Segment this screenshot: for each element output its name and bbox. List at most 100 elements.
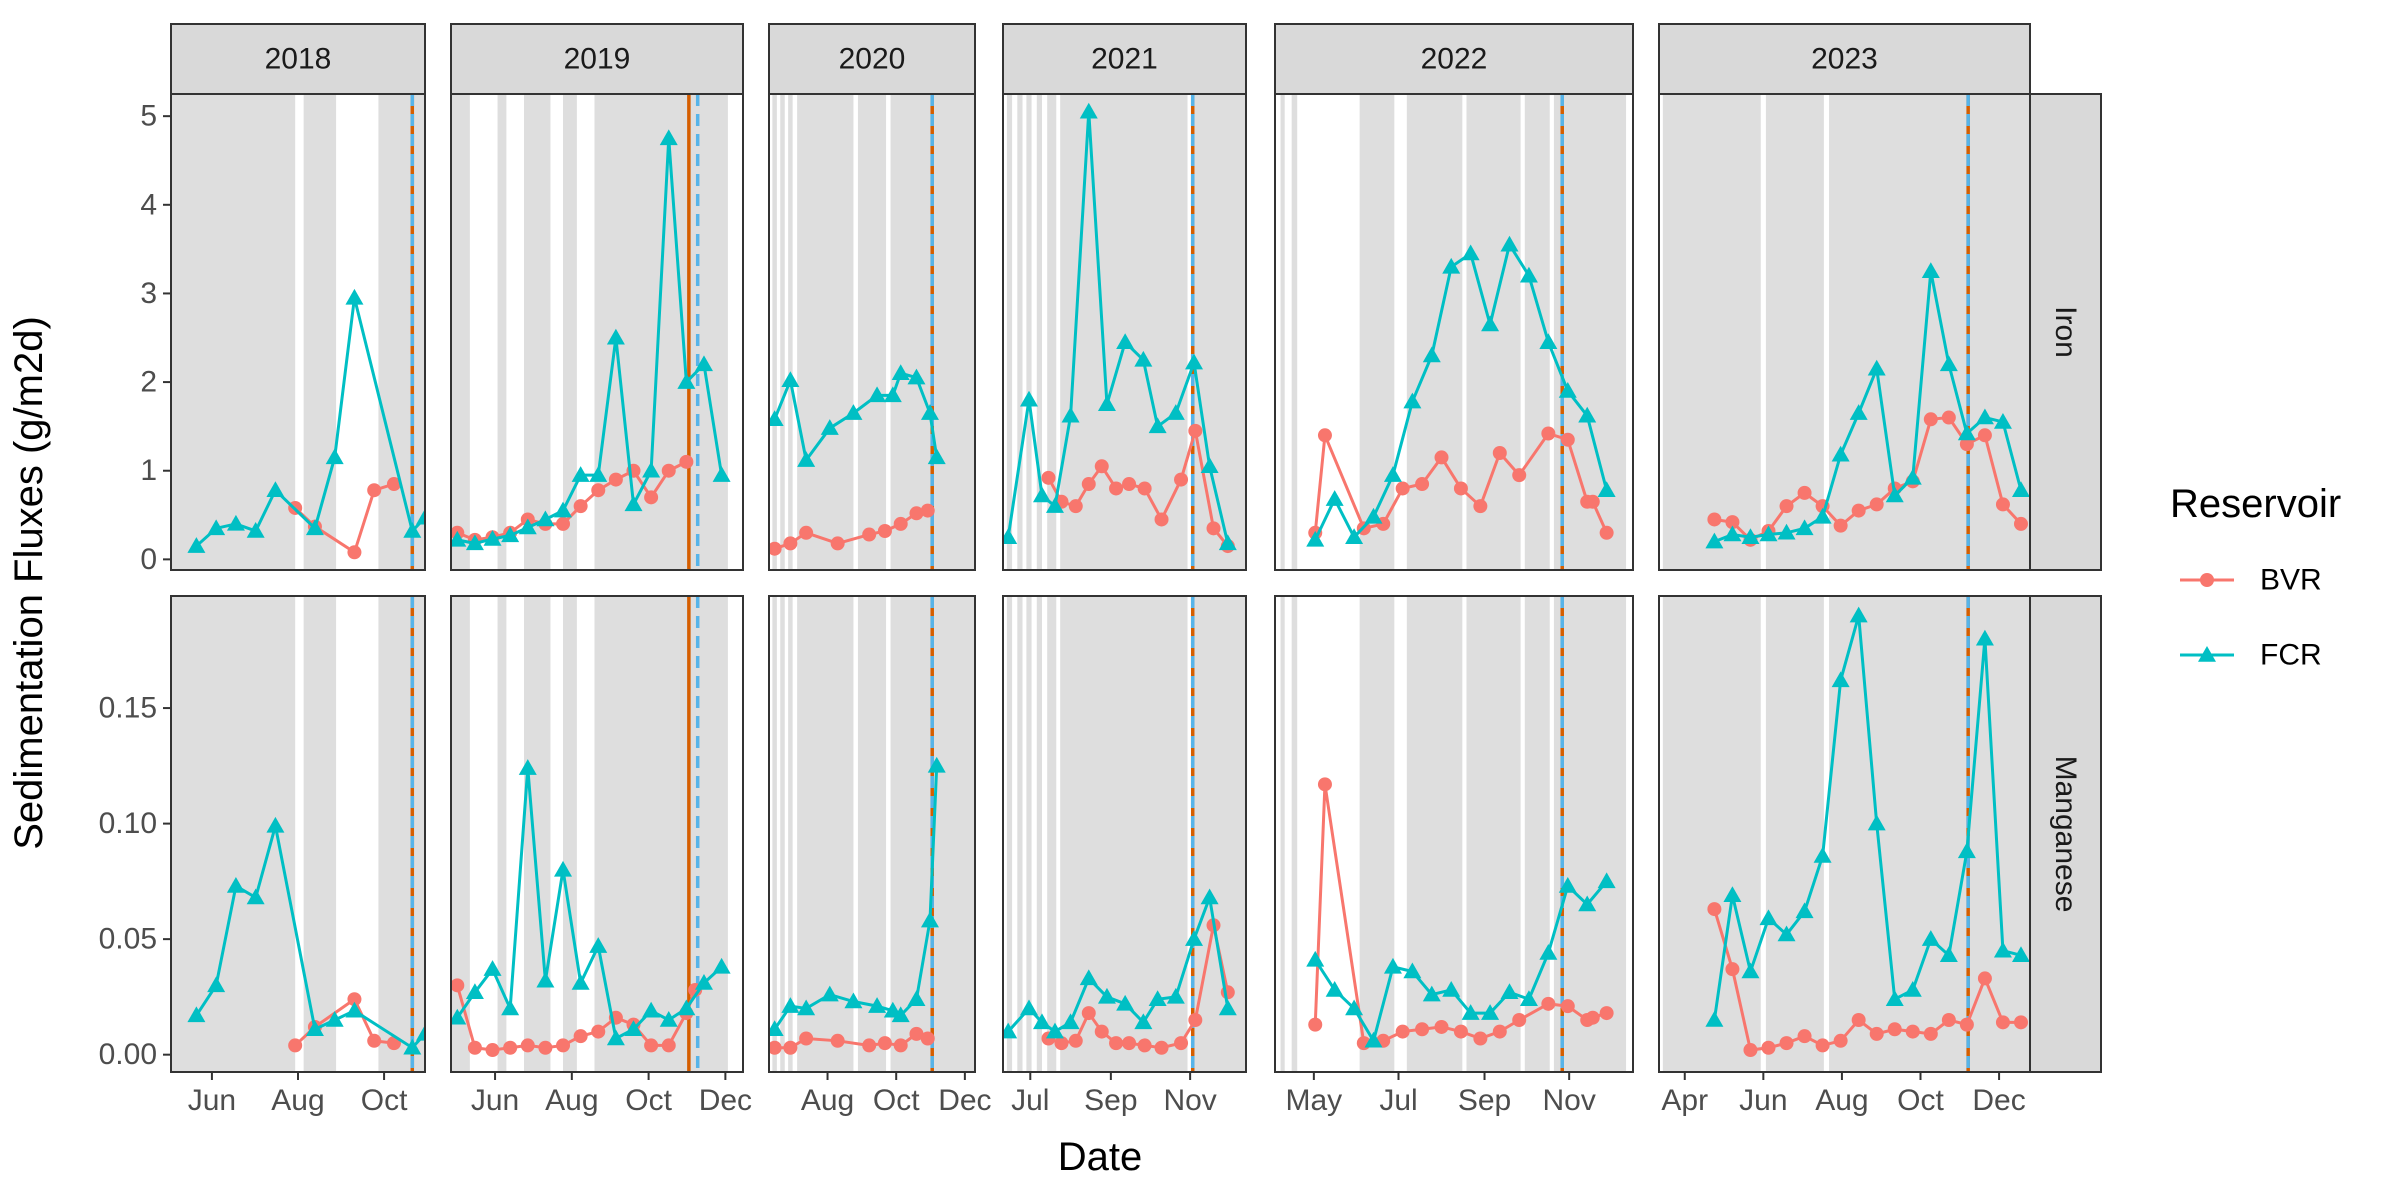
panel-2021-manganese: Jul Sep Nov xyxy=(1002,595,1247,1117)
data-point-fcr xyxy=(868,997,887,1013)
data-point-bvr xyxy=(1977,428,1992,443)
data-point-fcr xyxy=(1148,417,1167,434)
data-point-fcr xyxy=(883,386,902,403)
data-point-bvr xyxy=(1492,445,1507,460)
data-point-bvr xyxy=(1308,1017,1323,1032)
data-point-bvr xyxy=(2013,516,2028,531)
data-point-fcr xyxy=(1422,346,1441,363)
data-point-bvr xyxy=(679,454,694,469)
shaded-period xyxy=(524,94,551,570)
shaded-period xyxy=(1466,596,1521,1072)
data-point-bvr xyxy=(1833,518,1848,533)
x-tick-label: Aug xyxy=(271,1084,324,1117)
data-point-bvr xyxy=(485,1043,500,1058)
data-point-bvr xyxy=(1395,481,1410,496)
panel-content xyxy=(1003,596,1246,1072)
data-point-bvr xyxy=(862,527,877,542)
data-point-fcr xyxy=(1481,315,1500,332)
data-point-bvr xyxy=(1995,1015,2010,1030)
data-point-fcr xyxy=(1867,359,1886,376)
data-point-bvr xyxy=(1923,412,1938,427)
data-point-bvr xyxy=(1585,1010,1600,1025)
data-point-fcr xyxy=(1003,528,1018,544)
data-point-bvr xyxy=(877,523,892,538)
data-point-bvr xyxy=(1599,525,1614,540)
data-point-fcr xyxy=(1849,606,1868,623)
data-point-fcr xyxy=(246,888,265,905)
row-strip-label: Manganese xyxy=(2049,756,2082,913)
data-point-fcr xyxy=(1993,412,2012,429)
data-point-fcr xyxy=(1975,629,1994,646)
y-tick-label: 2 xyxy=(140,366,157,399)
data-point-fcr xyxy=(1422,985,1441,1002)
data-point-bvr xyxy=(783,1040,798,1055)
data-point-fcr xyxy=(1461,244,1480,261)
data-point-bvr xyxy=(520,1038,535,1053)
data-point-fcr xyxy=(844,404,863,420)
data-point-bvr xyxy=(1154,512,1169,527)
shaded-period xyxy=(772,94,777,570)
data-point-bvr xyxy=(367,1033,382,1048)
facet-strip-2018: 2018 xyxy=(170,23,426,95)
data-point-fcr xyxy=(1079,102,1098,119)
panel-2020-iron xyxy=(768,93,976,571)
panel-2018-iron: 0 1 2 3 4 5 xyxy=(140,93,426,576)
data-point-fcr xyxy=(606,1029,625,1046)
data-point-bvr xyxy=(347,992,362,1007)
shaded-period xyxy=(378,596,425,1072)
y-tick-label: 0.00 xyxy=(99,1038,157,1071)
shaded-period xyxy=(797,596,854,1072)
data-point-fcr xyxy=(1061,406,1080,423)
data-point-bvr xyxy=(909,1026,924,1041)
shaded-period xyxy=(1829,94,2030,570)
series-line-fcr xyxy=(456,768,723,1041)
x-tick-label: Aug xyxy=(545,1084,598,1117)
legend-title: Reservoir xyxy=(2170,482,2341,526)
data-point-bvr xyxy=(1054,1036,1069,1051)
data-point-bvr xyxy=(1473,499,1488,514)
x-tick-label: Jun xyxy=(188,1084,236,1117)
data-point-bvr xyxy=(1959,1017,1974,1032)
facet-strip-label: 2019 xyxy=(564,43,631,76)
shaded-period xyxy=(497,596,507,1072)
x-tick-label: Oct xyxy=(625,1084,672,1117)
data-point-fcr xyxy=(891,1006,910,1023)
data-point-bvr xyxy=(1833,1033,1848,1048)
data-point-bvr xyxy=(1541,426,1556,441)
data-point-bvr xyxy=(503,1040,518,1055)
data-point-fcr xyxy=(589,937,608,953)
data-point-fcr xyxy=(187,537,206,553)
data-point-bvr xyxy=(1068,499,1083,514)
panel-border xyxy=(1002,93,1247,571)
legend-key-marker xyxy=(2200,573,2214,587)
data-point-fcr xyxy=(1166,404,1185,420)
data-point-bvr xyxy=(1317,428,1332,443)
data-point-fcr xyxy=(2011,946,2030,963)
data-point-fcr xyxy=(187,1006,206,1023)
data-point-fcr xyxy=(1218,534,1237,551)
data-point-bvr xyxy=(830,536,845,551)
data-point-fcr xyxy=(518,518,537,535)
data-point-fcr xyxy=(1957,842,1976,859)
row-strip-manganese: Manganese xyxy=(2029,595,2102,1073)
data-point-fcr xyxy=(266,816,285,833)
shaded-period xyxy=(1553,596,1627,1072)
data-point-bvr xyxy=(769,1040,782,1055)
data-point-fcr xyxy=(1578,406,1597,423)
data-point-fcr xyxy=(571,974,590,990)
shaded-period xyxy=(797,94,854,570)
data-point-bvr xyxy=(1206,521,1221,536)
data-point-fcr xyxy=(781,997,800,1013)
shaded-period xyxy=(788,596,793,1072)
row-strip-iron: Iron xyxy=(2029,93,2102,571)
data-point-bvr xyxy=(1512,1013,1527,1028)
data-point-fcr xyxy=(844,992,863,1009)
data-point-fcr xyxy=(325,1011,344,1027)
panel-border xyxy=(768,93,976,571)
data-point-bvr xyxy=(1941,410,1956,425)
data-point-fcr xyxy=(1116,994,1135,1011)
data-point-bvr xyxy=(608,472,623,487)
facet-strip-label: 2020 xyxy=(839,43,906,76)
facet-strip-label: 2023 xyxy=(1811,43,1878,76)
data-point-fcr xyxy=(1442,257,1461,274)
